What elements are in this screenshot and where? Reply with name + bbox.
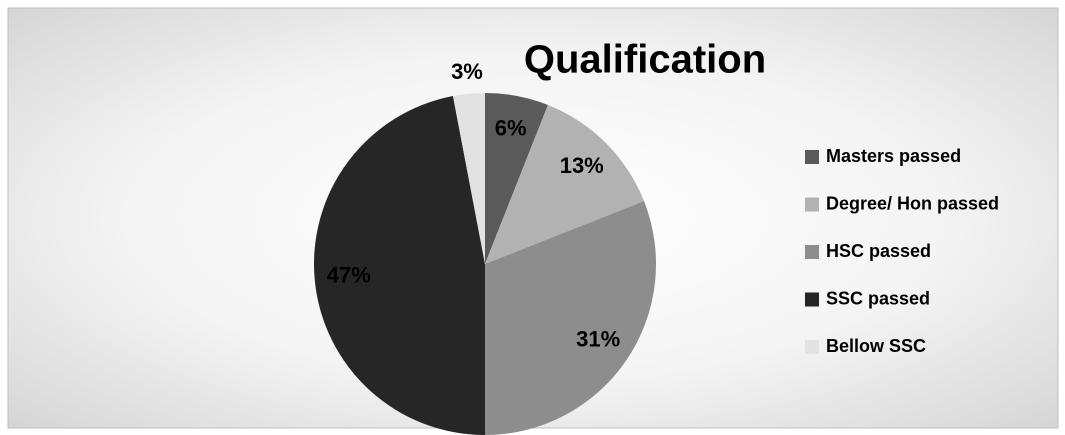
legend-swatch — [805, 292, 819, 307]
data-label: 6% — [495, 115, 527, 140]
legend-label: Masters passed — [826, 146, 961, 166]
chart-title: Qualification — [524, 38, 766, 82]
legend-swatch — [805, 150, 819, 164]
legend-label: Degree/ Hon passed — [826, 193, 999, 213]
data-label: 47% — [327, 263, 371, 288]
data-label: 3% — [451, 59, 483, 84]
pie-slice — [485, 201, 656, 435]
data-label: 31% — [576, 327, 620, 352]
pie-slice — [485, 93, 548, 264]
legend-label: HSC passed — [826, 241, 931, 261]
legend-swatch — [805, 245, 819, 259]
legend-label: SSC passed — [826, 288, 930, 308]
pie-slice — [485, 105, 644, 264]
legend-swatch — [805, 197, 819, 212]
pie-slice — [314, 96, 485, 435]
pie-slice — [452, 93, 485, 264]
data-label: 13% — [560, 153, 604, 178]
legend-label: Bellow SSC — [826, 336, 926, 356]
legend-swatch — [805, 340, 819, 354]
